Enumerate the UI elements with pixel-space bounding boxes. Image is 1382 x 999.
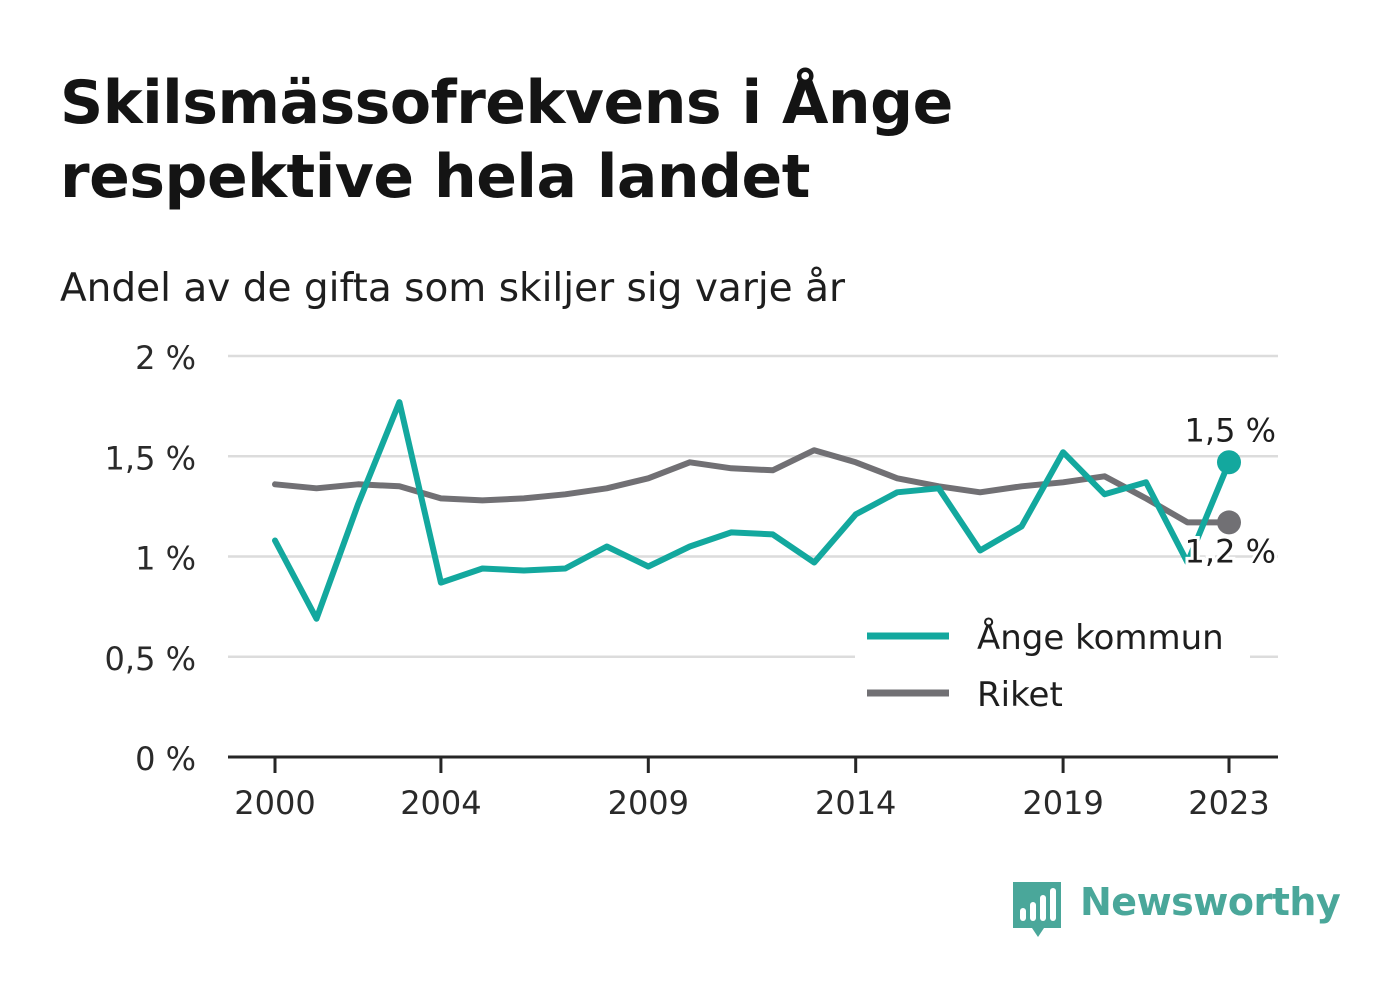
legend-label-ange: Ånge kommun [977, 617, 1224, 658]
x-tick-label: 2019 [1022, 784, 1103, 822]
end-label-riket: 1,2 % [1185, 532, 1276, 570]
end-label-ange: 1,5 % [1185, 411, 1276, 449]
y-tick-label: 0,5 % [105, 640, 196, 678]
x-tick-label: 2004 [400, 784, 481, 822]
chart-title: Skilsmässofrekvens i Ånge respektive hel… [60, 68, 953, 212]
y-tick-label: 2 % [135, 339, 196, 377]
brand-name: Newsworthy [1080, 880, 1341, 924]
series-line-ange [272, 399, 1232, 622]
bar-chart-speech-bubble-icon [1013, 882, 1061, 937]
y-axis-ticks: 0 % 0,5 % 1 % 1,5 % 2 % [105, 339, 196, 778]
x-axis: 2000 2004 2009 2014 2019 2023 [228, 755, 1278, 822]
end-point-ange [1217, 450, 1241, 475]
legend-background [855, 607, 1250, 725]
x-tick-label: 2009 [608, 784, 689, 822]
series-line-riket [272, 447, 1232, 526]
y-tick-label: 1 % [135, 540, 196, 578]
legend: Ånge kommun Riket [855, 607, 1250, 725]
legend-label-riket: Riket [977, 675, 1063, 715]
x-tick-label: 2000 [234, 784, 315, 822]
y-tick-label: 0 % [135, 740, 196, 778]
series-lines [272, 399, 1232, 622]
end-point-riket [1217, 510, 1241, 535]
chart-subtitle: Andel av de gifta som skiljer sig varje … [60, 266, 846, 311]
end-labels: 1,5 % 1,2 % [1182, 408, 1279, 573]
y-tick-label: 1,5 % [105, 439, 196, 477]
x-tick-label: 2014 [815, 784, 896, 822]
x-tick-label: 2023 [1188, 784, 1269, 822]
newsworthy-logo: Newsworthy [1010, 878, 1341, 940]
